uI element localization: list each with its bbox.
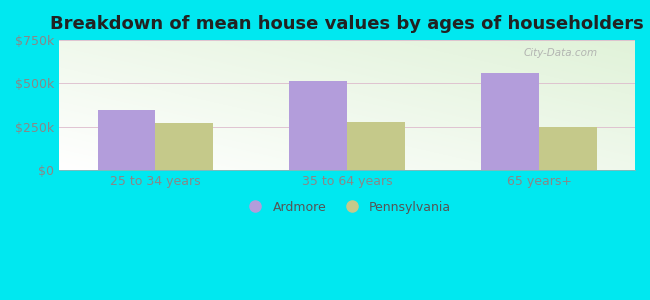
Text: City-Data.com: City-Data.com xyxy=(523,48,597,58)
Bar xyxy=(347,122,405,170)
Bar xyxy=(155,123,213,170)
Title: Breakdown of mean house values by ages of householders: Breakdown of mean house values by ages o… xyxy=(50,15,644,33)
Bar xyxy=(98,110,155,170)
Bar xyxy=(539,127,597,170)
Legend: Ardmore, Pennsylvania: Ardmore, Pennsylvania xyxy=(238,196,456,219)
Bar xyxy=(482,73,539,170)
Bar xyxy=(289,81,347,170)
